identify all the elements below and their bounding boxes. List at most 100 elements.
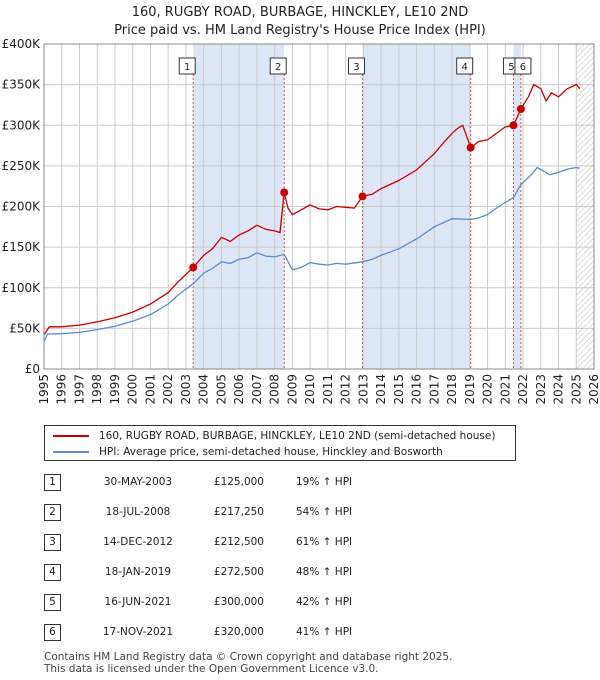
x-tick-label: 2020 <box>481 374 495 405</box>
x-tick-label: 2023 <box>534 374 548 405</box>
chart-title-block: 160, RUGBY ROAD, BURBAGE, HINCKLEY, LE10… <box>0 4 600 40</box>
sale-number-box <box>269 57 287 75</box>
sale-hpi-change: 54% ↑ HPI <box>296 506 353 518</box>
x-tick-label: 2021 <box>498 374 512 405</box>
footer-copyright: Contains HM Land Registry data © Crown c… <box>44 651 453 663</box>
x-tick-label: 2011 <box>321 374 335 405</box>
sale-point <box>466 143 475 152</box>
legend-swatch-hpi <box>53 451 89 453</box>
x-tick-label: 1997 <box>72 374 86 405</box>
sale-point <box>358 192 367 201</box>
legend-item-property: 160, RUGBY ROAD, BURBAGE, HINCKLEY, LE10… <box>53 428 495 444</box>
x-tick-label: 2019 <box>463 374 477 405</box>
sale-point <box>509 121 518 130</box>
x-tick-label: 1995 <box>37 374 51 405</box>
x-tick-label: 2000 <box>126 374 140 405</box>
sale-date: 14-DEC-2012 <box>103 536 173 548</box>
x-tick-label: 2001 <box>143 374 157 405</box>
sale-number: 1 <box>44 474 61 491</box>
x-tick-label: 2026 <box>587 374 600 405</box>
x-tick-label: 2013 <box>356 374 370 405</box>
x-tick-label: 2002 <box>161 374 175 405</box>
sale-number-box-label: 2 <box>275 62 281 73</box>
x-tick-label: 1998 <box>90 374 104 405</box>
sale-price: £212,500 <box>213 536 264 548</box>
x-tick-label: 1999 <box>108 374 122 405</box>
sale-hpi-change: 19% ↑ HPI <box>296 476 353 488</box>
sale-number-box-label: 3 <box>353 62 359 73</box>
footer: Contains HM Land Registry data © Crown c… <box>44 651 584 675</box>
property-price-line <box>43 83 581 336</box>
x-tick-label: 2016 <box>410 374 424 405</box>
sale-hpi-change: 61% ↑ HPI <box>296 536 353 548</box>
chart-subtitle: Price paid vs. HM Land Registry's House … <box>114 23 486 38</box>
x-tick-label: 2014 <box>374 374 388 405</box>
sale-number-box <box>178 57 196 75</box>
sale-date: 16-JUN-2021 <box>104 596 172 608</box>
axes: £0 £50K £100K £150K £200K £250K £300K £350K £400… <box>2 37 600 405</box>
legend-swatch-property <box>53 435 89 437</box>
sale-hpi-change: 42% ↑ HPI <box>296 596 353 608</box>
sale-price: £320,000 <box>213 626 264 638</box>
hpi-line <box>43 166 580 342</box>
x-tick-label: 2006 <box>232 374 246 405</box>
sale-number-box <box>456 57 474 75</box>
sale-number-box-label: 6 <box>520 62 526 73</box>
table-row: 1 30-MAY-2003 £125,000 19% ↑ HPI <box>44 473 464 495</box>
sale-date: 30-MAY-2003 <box>103 476 173 488</box>
future-hatch <box>576 44 594 369</box>
x-tick-label: 2009 <box>285 374 299 405</box>
y-tick-label: £300K <box>2 118 42 132</box>
sale-date: 17-NOV-2021 <box>102 626 174 638</box>
plot-frame <box>43 43 595 370</box>
chart-legend: 160, RUGBY ROAD, BURBAGE, HINCKLEY, LE10… <box>44 425 516 461</box>
table-row: 6 17-NOV-2021 £320,000 41% ↑ HPI <box>44 623 464 645</box>
y-tick-label: £200K <box>2 200 42 214</box>
legend-label-property: 160, RUGBY ROAD, BURBAGE, HINCKLEY, LE10… <box>99 430 496 442</box>
y-tick-label: £50K <box>9 321 41 335</box>
x-tick-label: 2004 <box>197 374 211 405</box>
table-row: 3 14-DEC-2012 £212,500 61% ↑ HPI <box>44 533 464 555</box>
y-tick-label: £250K <box>2 159 42 173</box>
sale-hpi-change: 48% ↑ HPI <box>296 566 353 578</box>
sale-hpi-change: 41% ↑ HPI <box>296 626 353 638</box>
sale-price: £300,000 <box>213 596 264 608</box>
sale-number: 5 <box>44 594 61 611</box>
sale-date: 18-JUL-2008 <box>105 506 171 518</box>
legend-item-hpi: HPI: Average price, semi-detached house,… <box>53 444 443 460</box>
x-tick-label: 2003 <box>179 374 193 405</box>
x-tick-label: 2024 <box>552 374 566 405</box>
sale-point <box>280 188 289 197</box>
x-tick-label: 2007 <box>250 374 264 405</box>
x-tick-label: 2008 <box>268 374 282 405</box>
x-tick-label: 2022 <box>516 374 530 405</box>
sale-date: 18-JAN-2019 <box>104 566 172 578</box>
hatched-region <box>576 44 594 369</box>
sale-number: 6 <box>44 624 61 641</box>
sale-price: £217,250 <box>213 506 264 518</box>
sale-point <box>516 105 525 113</box>
sale-number-box-label: 5 <box>508 62 514 73</box>
y-tick-label: £150K <box>2 240 42 254</box>
legend-label-hpi: HPI: Average price, semi-detached house,… <box>99 446 443 458</box>
y-tick-label: £0 <box>25 362 40 376</box>
footer-licence: This data is licensed under the Open Gov… <box>44 663 379 675</box>
sale-number-box <box>347 57 365 75</box>
grid-lines <box>43 43 595 370</box>
table-row: 2 18-JUL-2008 £217,250 54% ↑ HPI <box>44 503 464 525</box>
sale-point <box>189 263 198 272</box>
y-tick-label: £400K <box>2 37 42 51</box>
x-tick-label: 2005 <box>214 374 228 405</box>
sale-number: 3 <box>44 534 61 551</box>
sale-number-box-label: 1 <box>184 62 190 73</box>
chart-title: 160, RUGBY ROAD, BURBAGE, HINCKLEY, LE10… <box>131 5 469 20</box>
x-tick-label: 2017 <box>427 374 441 405</box>
x-tick-label: 2012 <box>339 374 353 405</box>
table-row: 5 16-JUN-2021 £300,000 42% ↑ HPI <box>44 593 464 615</box>
y-tick-label: £100K <box>2 281 42 295</box>
sale-price: £125,000 <box>213 476 264 488</box>
table-row: 4 18-JAN-2019 £272,500 48% ↑ HPI <box>44 563 464 585</box>
sale-number: 2 <box>44 504 61 521</box>
